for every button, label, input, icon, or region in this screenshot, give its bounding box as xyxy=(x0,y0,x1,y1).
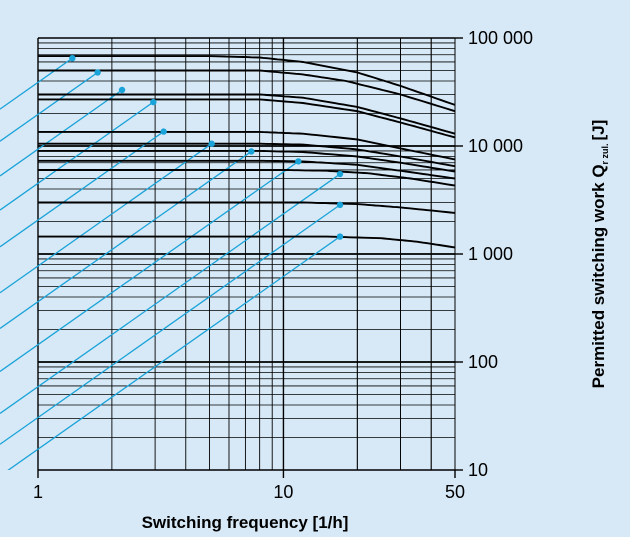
guide-marker-8 xyxy=(295,158,302,165)
curve-2 xyxy=(38,69,456,113)
guide-marker-1 xyxy=(69,55,76,62)
guide-marker-2 xyxy=(94,69,101,76)
guide-marker-3 xyxy=(118,86,126,94)
curve-3 xyxy=(38,93,456,135)
y-tick-label-5: 100 000 xyxy=(468,28,533,48)
curve-7 xyxy=(38,149,456,173)
curve-1 xyxy=(38,55,456,106)
guide-markers xyxy=(69,55,344,240)
curve-5 xyxy=(38,130,456,161)
guide-marker-5 xyxy=(160,128,167,135)
grid xyxy=(37,37,456,471)
curves xyxy=(38,55,456,249)
curve-6 xyxy=(38,142,456,168)
guide-lines xyxy=(0,57,341,470)
x-tick-label-3: 50 xyxy=(445,482,465,502)
y-tick-label-2: 100 xyxy=(468,352,498,372)
x-tick-label-1: 1 xyxy=(33,482,43,502)
guide-marker-6 xyxy=(208,140,215,147)
guide-line-1 xyxy=(0,57,73,110)
curve-11 xyxy=(38,235,456,249)
guide-marker-4 xyxy=(150,98,157,106)
x-axis-title: Switching frequency [1/h] xyxy=(142,513,349,532)
curve-4 xyxy=(38,98,456,139)
guide-line-2 xyxy=(0,71,99,142)
guide-marker-10 xyxy=(336,201,344,209)
guide-line-4 xyxy=(0,101,154,211)
guide-line-6 xyxy=(0,143,213,294)
x-tick-label-2: 10 xyxy=(273,482,293,502)
guide-line-8 xyxy=(0,160,299,372)
y-axis-title: Permitted switching work Qr zul. [J] xyxy=(589,120,610,389)
curve-8 xyxy=(38,159,456,180)
curve-9 xyxy=(38,169,456,187)
guide-marker-11 xyxy=(336,233,344,240)
guide-line-10 xyxy=(0,204,341,445)
guide-line-3 xyxy=(0,89,123,177)
guide-marker-9 xyxy=(336,170,344,178)
y-axis-title-unit: [J] xyxy=(589,120,608,141)
guide-line-11 xyxy=(7,236,341,470)
y-tick-label-3: 1 000 xyxy=(468,244,513,264)
guide-line-9 xyxy=(0,173,341,414)
guide-line-7 xyxy=(0,150,252,329)
y-axis-title-subscript: r zul. xyxy=(600,143,610,164)
y-tick-label-1: 10 xyxy=(468,460,488,480)
y-tick-label-4: 10 000 xyxy=(468,136,523,156)
guide-marker-7 xyxy=(248,148,255,155)
curve-10 xyxy=(38,201,456,214)
y-axis-title-main: Permitted switching work Q xyxy=(589,164,608,388)
